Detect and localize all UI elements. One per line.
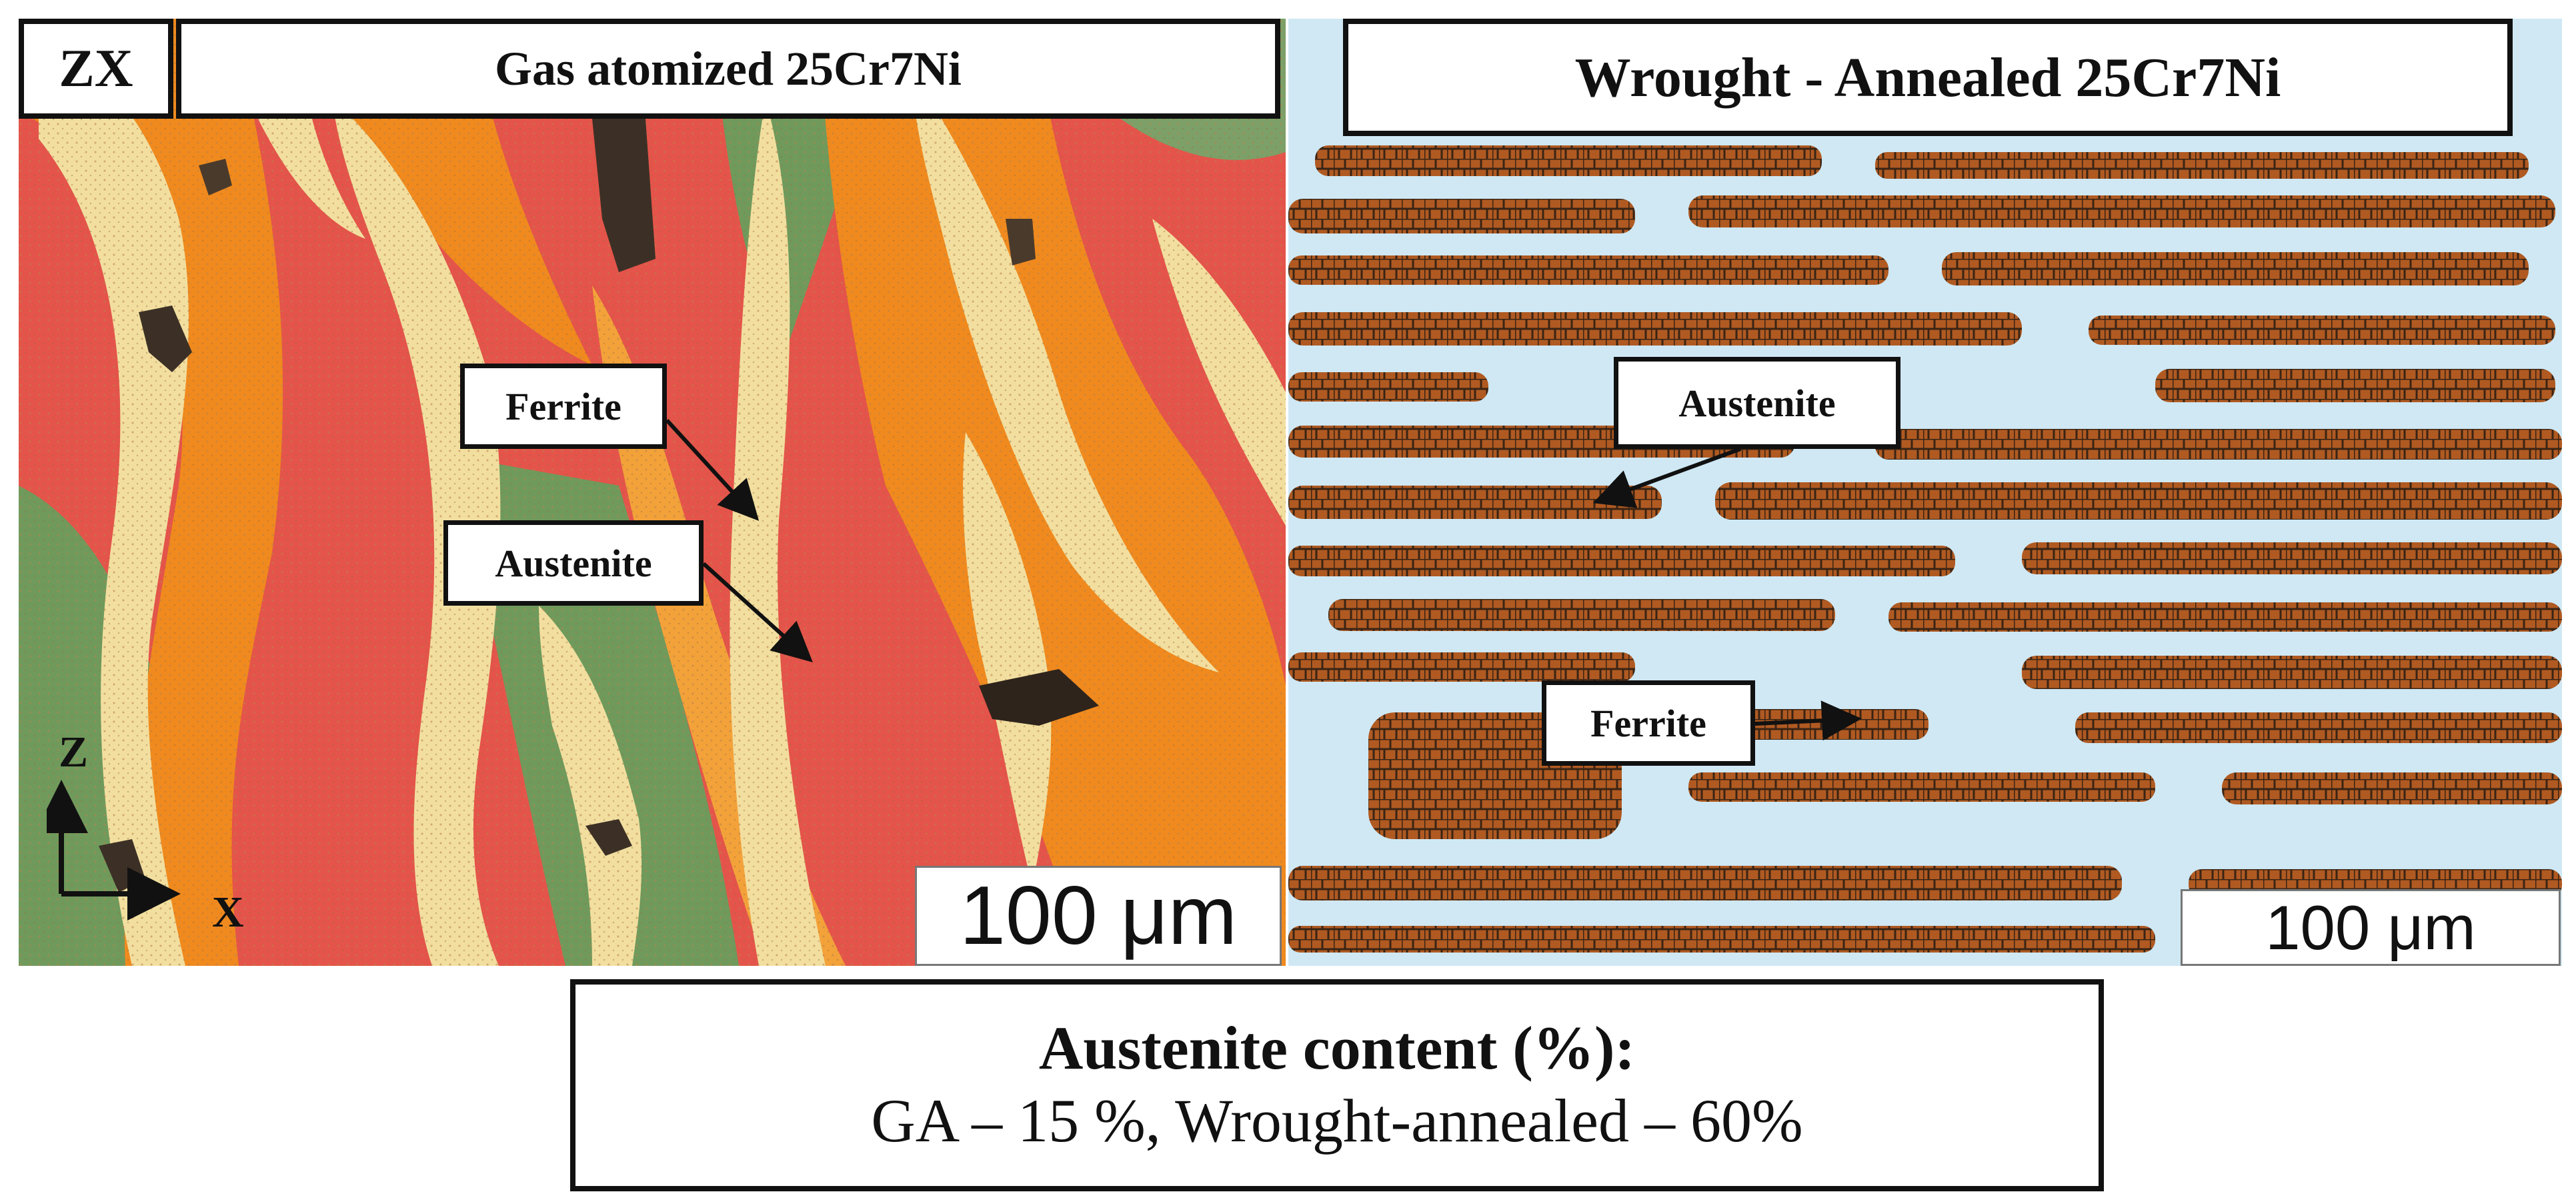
summary-heading: Austenite content (%): [1038,1013,1636,1082]
view-tag: ZX [19,19,173,119]
axis-triad-icon [47,780,181,921]
right-austenite-label: Austenite [1614,357,1900,449]
right-ferrite-label: Ferrite [1542,680,1755,766]
right-panel-title: Wrought - Annealed 25Cr7Ni [1343,19,2513,136]
left-ferrite-label: Ferrite [460,364,667,449]
gas-atomized-micrograph [19,19,1286,966]
wrought-annealed-micrograph-image [1288,19,2562,966]
austenite-content-summary: Austenite content (%): GA – 15 %, Wrough… [570,979,2104,1191]
axis-label-x: X [212,888,244,937]
gas-atomized-micrograph-image [19,19,1286,966]
wrought-annealed-micrograph [1288,19,2562,966]
right-scale-bar: 100 μm [2181,889,2561,966]
left-austenite-label: Austenite [443,520,704,606]
summary-values: GA – 15 %, Wrought-annealed – 60% [871,1086,1803,1155]
left-panel-title: Gas atomized 25Cr7Ni [176,19,1280,119]
axis-label-z: Z [59,728,89,776]
left-scale-bar: 100 μm [915,866,1282,966]
